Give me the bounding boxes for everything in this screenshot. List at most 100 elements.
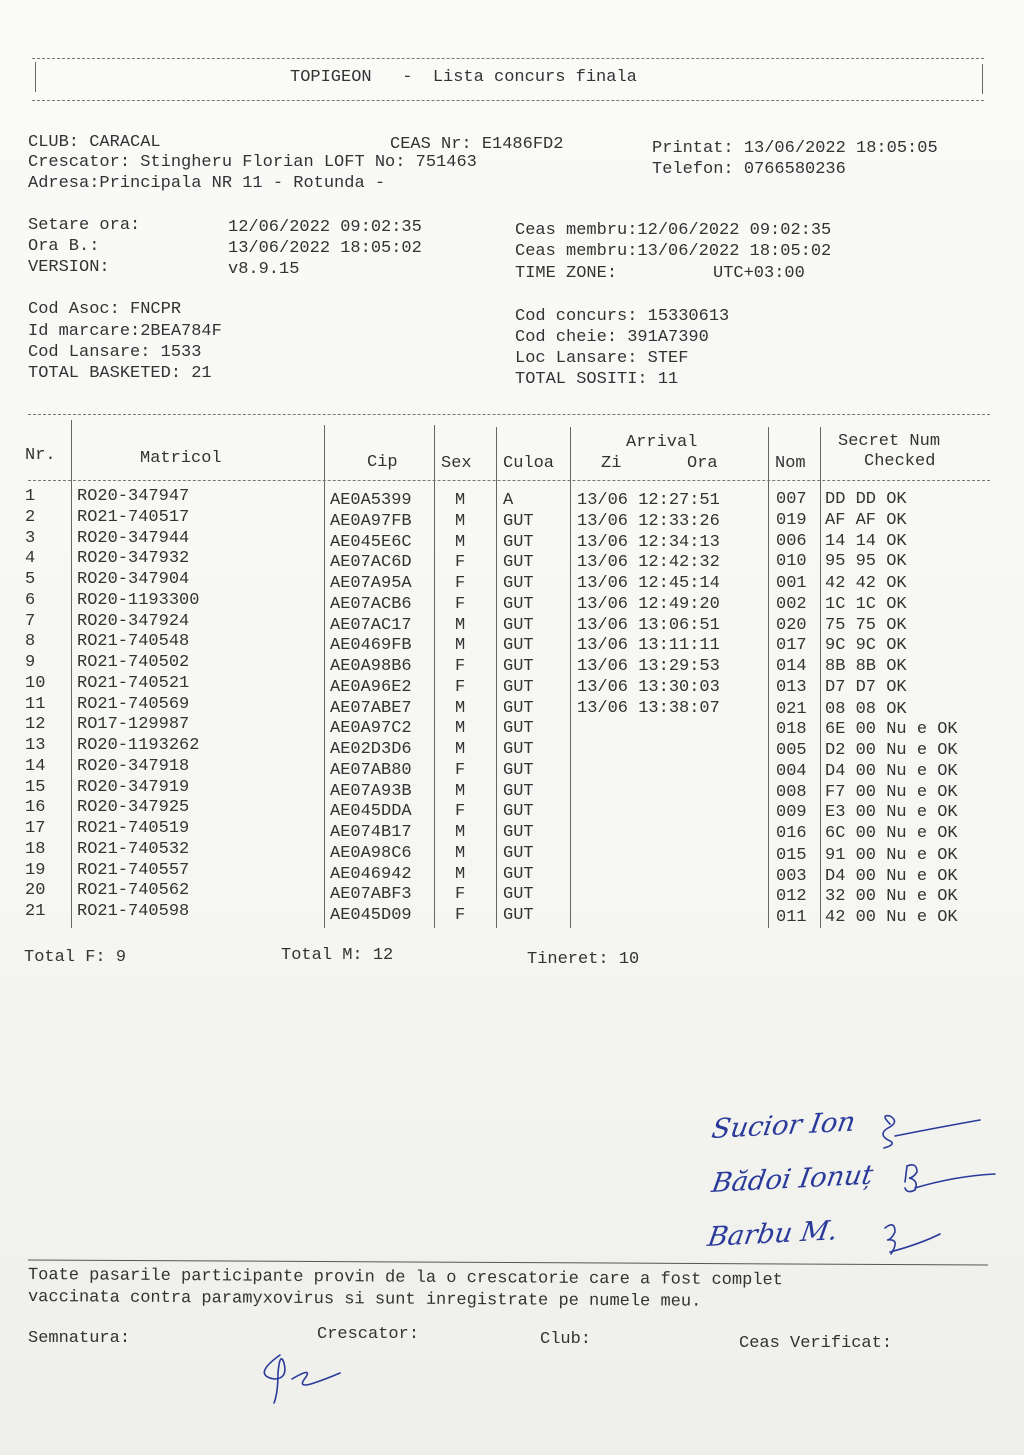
total-f: Total F: 9 — [24, 948, 127, 967]
row-matricol: RO21-740532 — [77, 839, 190, 859]
row-culoa: GUT — [503, 553, 534, 573]
row-sex: F — [455, 885, 466, 905]
row-sex: F — [455, 906, 466, 925]
row-nom: 010 — [776, 552, 807, 572]
row-arrival: 13/06 12:33:26 — [577, 511, 720, 531]
row-nom: 016 — [776, 824, 807, 843]
row-sex: M — [455, 615, 466, 635]
row-cip: AE074B17 — [330, 823, 412, 842]
row-matricol: RO20-347944 — [77, 528, 190, 548]
table-row: 5 RO20-347904 AE07A95A F GUT 13/06 12:45:14 00… — [0, 570, 1024, 593]
row-sex: M — [455, 636, 466, 656]
row-sex: F — [455, 574, 466, 593]
title-border-top — [32, 58, 984, 59]
row-culoa: GUT — [503, 885, 534, 905]
title-border-left — [35, 62, 36, 92]
row-nr: 1 — [25, 487, 36, 506]
row-cip: AE07ABE7 — [330, 698, 412, 718]
row-sex: M — [455, 823, 466, 842]
setare-ora-label: Setare ora: — [28, 216, 141, 235]
tineret: Tineret: 10 — [527, 950, 640, 969]
row-culoa: GUT — [503, 657, 534, 676]
declaration-rule — [28, 1259, 988, 1266]
row-nom: 014 — [776, 657, 807, 676]
row-sex: M — [455, 698, 466, 718]
row-cip: AE07AC17 — [330, 615, 412, 635]
col-ora: Ora — [687, 454, 718, 473]
row-nom: 007 — [776, 490, 807, 509]
crescator-label: Crescator: — [317, 1325, 420, 1344]
row-culoa: GUT — [503, 532, 534, 552]
row-arrival: 13/06 12:34:13 — [577, 532, 720, 552]
version-label: VERSION: — [28, 258, 110, 277]
table-row: 17 RO21-740519 AE074B17 M GUT 016 6C 00 Nu e O… — [0, 819, 1024, 843]
table-row: 8 RO21-740548 AE0469FB M GUT 13/06 13:11:11 01… — [0, 632, 1024, 656]
row-cip: AE07A93B — [330, 781, 412, 801]
row-culoa: GUT — [503, 864, 534, 884]
row-nom: 013 — [776, 677, 807, 697]
row-secret-num: AF AF OK — [825, 510, 907, 530]
declaration-line-2: vaccinata contra paramyxovirus si sunt i… — [27, 1288, 702, 1312]
row-nom: 015 — [776, 845, 807, 865]
row-secret-num: D4 00 Nu e OK — [825, 866, 958, 886]
row-matricol: RO20-1193262 — [77, 736, 200, 755]
ceas-nr: CEAS Nr: E1486FD2 — [390, 135, 564, 154]
row-nr: 21 — [25, 902, 46, 921]
row-nr: 13 — [25, 736, 46, 755]
row-arrival: 13/06 13:06:51 — [577, 615, 720, 635]
table-row: 19 RO21-740557 AE046942 M GUT 003 D4 00 Nu e O… — [0, 861, 1024, 886]
row-secret-num: 95 95 OK — [825, 552, 907, 572]
row-arrival: 13/06 12:45:14 — [577, 574, 720, 593]
row-nom: 019 — [776, 510, 807, 530]
row-nom: 017 — [776, 636, 807, 656]
row-cip: AE0A97C2 — [330, 719, 412, 739]
row-culoa: GUT — [503, 719, 534, 739]
row-matricol: RO17-129987 — [77, 715, 190, 735]
total-basketed: TOTAL BASKETED: 21 — [28, 364, 212, 383]
row-cip: AE02D3D6 — [330, 740, 412, 759]
cod-lansare: Cod Lansare: 1533 — [28, 343, 202, 362]
document-title: TOPIGEON - Lista concurs finala — [290, 68, 637, 87]
row-cip: AE0A5399 — [330, 491, 412, 510]
row-secret-num: 08 08 OK — [825, 699, 907, 719]
signature-flourishes — [882, 1114, 996, 1255]
row-secret-num: D2 00 Nu e OK — [825, 741, 958, 760]
row-culoa: GUT — [503, 760, 534, 780]
row-culoa: GUT — [503, 574, 534, 593]
col-cip: Cip — [367, 453, 398, 472]
row-matricol: RO20-347904 — [77, 570, 190, 589]
row-nr: 12 — [25, 715, 46, 735]
crescator-signature — [263, 1354, 341, 1404]
row-sex: F — [455, 677, 466, 697]
row-secret-num: 91 00 Nu e OK — [825, 845, 958, 865]
row-cip: AE07AB80 — [330, 760, 412, 780]
row-nr: 11 — [25, 694, 46, 714]
row-secret-num: 75 75 OK — [825, 615, 907, 635]
col-nr: Nr. — [25, 446, 56, 465]
row-culoa: GUT — [503, 636, 534, 656]
table-row: 7 RO20-347924 AE07AC17 M GUT 13/06 13:06:51 02… — [0, 612, 1024, 635]
row-matricol: RO21-740519 — [77, 819, 190, 838]
row-nr: 15 — [25, 777, 46, 797]
row-sex: M — [455, 864, 466, 884]
table-row: 3 RO20-347944 AE045E6C M GUT 13/06 12:34:13 00… — [0, 528, 1024, 552]
row-sex: M — [455, 532, 466, 552]
row-sex: M — [455, 740, 466, 759]
row-cip: AE045D09 — [330, 906, 412, 925]
row-nr: 8 — [25, 632, 36, 652]
row-sex: F — [455, 802, 466, 822]
row-nr: 10 — [25, 673, 46, 693]
row-nr: 4 — [25, 549, 36, 569]
col-sex: Sex — [441, 454, 472, 473]
table-row: 9 RO21-740502 AE0A98B6 F GUT 13/06 13:29:53 01… — [0, 653, 1024, 676]
row-secret-num: 8B 8B OK — [825, 657, 907, 676]
row-cip: AE0A98C6 — [330, 843, 412, 863]
row-matricol: RO21-740548 — [77, 632, 190, 652]
row-matricol: RO21-740521 — [77, 673, 190, 693]
cod-cheie: Cod cheie: 391A7390 — [515, 328, 709, 347]
row-arrival: 13/06 13:29:53 — [577, 657, 720, 676]
table-row: 14 RO20-347918 AE07AB80 F GUT 004 D4 00 Nu e O… — [0, 757, 1024, 781]
table-row: 16 RO20-347925 AE045DDA F GUT 009 E3 00 Nu e O… — [0, 798, 1024, 822]
row-cip: AE0469FB — [330, 636, 412, 656]
